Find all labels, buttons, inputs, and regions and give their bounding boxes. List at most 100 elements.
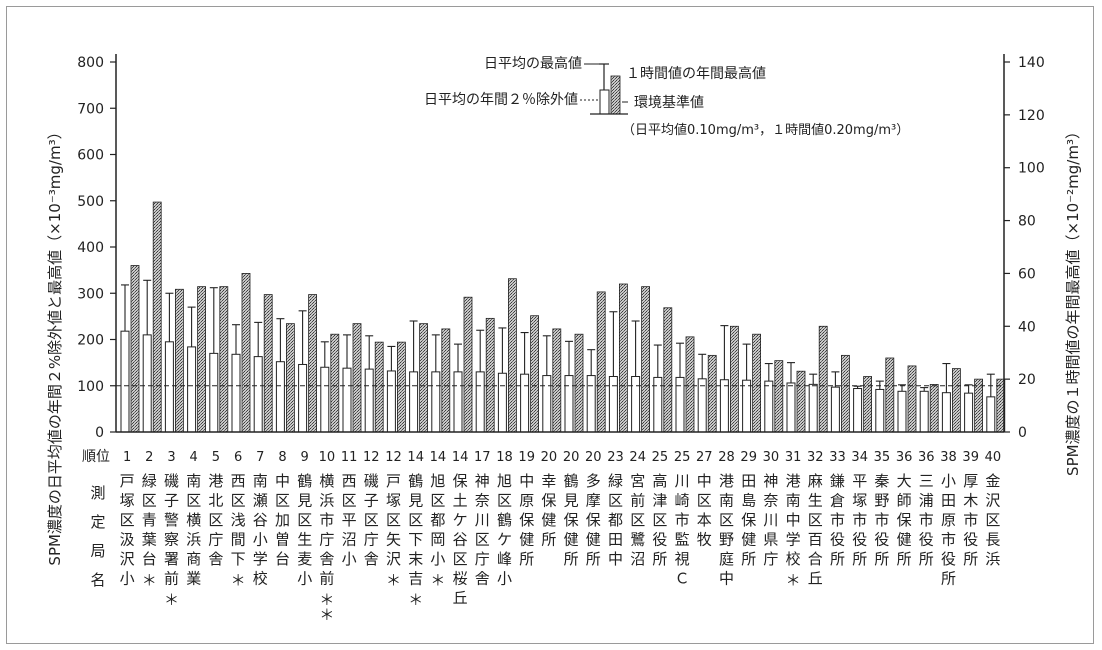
- station-name-char: 丘: [453, 589, 468, 607]
- station-name-char: 所: [541, 531, 556, 549]
- station-name-char: 葉: [142, 531, 157, 549]
- hourly-max-bar: [374, 341, 384, 433]
- left-tick-label: 800: [77, 55, 104, 71]
- station-name-char: 区: [208, 511, 223, 529]
- rank-label: 12: [363, 450, 380, 465]
- p98-bar: [520, 373, 530, 433]
- station-name-char: 区: [808, 511, 823, 529]
- figure-frame: [6, 6, 1094, 644]
- station-name-char: 倉: [830, 492, 845, 510]
- station-name-char: 中: [719, 570, 734, 588]
- station-header-char: 局: [90, 542, 105, 560]
- station-name-char: 役: [652, 531, 667, 549]
- station-name-char: 鶴: [297, 472, 312, 490]
- station-name-char: 平: [852, 472, 867, 490]
- station-name-char: 保: [897, 511, 912, 529]
- station-name-char: 沢: [120, 550, 135, 568]
- right-tick-label: 80: [1018, 214, 1036, 230]
- rank-label: 38: [940, 450, 957, 465]
- station-name-char: 台: [142, 550, 157, 568]
- p98-bar: [586, 375, 596, 433]
- rank-label: 20: [585, 450, 602, 465]
- p98-bar: [631, 376, 641, 433]
- station-name-char: 谷: [453, 531, 468, 549]
- hourly-max-bar: [796, 370, 806, 433]
- station-name-char: 瀬: [253, 492, 268, 510]
- station-name-char: 丘: [808, 570, 823, 588]
- p98-bar: [209, 352, 219, 433]
- left-tick-label: 100: [77, 379, 104, 395]
- p98-bar: [564, 375, 574, 433]
- station-name-char: 庁: [319, 531, 334, 549]
- station-name-char: 小: [497, 570, 512, 588]
- rank-label: 7: [256, 450, 264, 465]
- rank-label: 14: [407, 450, 424, 465]
- hourly-max-bar: [241, 273, 251, 433]
- hourly-max-bar: [441, 328, 451, 433]
- station-name-char: 健: [741, 531, 756, 549]
- station-name-char: 奈: [763, 492, 778, 510]
- hourly-max-bar: [285, 323, 295, 433]
- hourly-max-bar: [685, 336, 695, 433]
- station-name-char: 間: [231, 531, 246, 549]
- station-name-char: 所: [519, 550, 534, 568]
- station-name-char: 岡: [430, 531, 445, 549]
- hourly-max-bar: [552, 328, 562, 433]
- station-name-char: 田: [608, 531, 623, 549]
- station-name-char: 本: [697, 511, 712, 529]
- rank-label: 31: [785, 450, 802, 465]
- station-name-char: 舎: [208, 550, 223, 568]
- station-name-char: 子: [164, 492, 179, 510]
- rank-label: 3: [167, 450, 175, 465]
- station-mark: ＊: [142, 572, 157, 590]
- station-name-char: 保: [519, 511, 534, 529]
- station-name-char: 前: [164, 570, 179, 588]
- station-name-char: 幸: [541, 472, 556, 490]
- rank-label: 9: [301, 450, 309, 465]
- station-name-char: 沼: [342, 531, 357, 549]
- left-tick-label: 200: [77, 333, 104, 349]
- station-name-char: 磯: [164, 472, 179, 490]
- station-name-char: 区: [430, 492, 445, 510]
- rank-label: 27: [696, 450, 713, 465]
- hourly-max-bar: [885, 357, 895, 433]
- p98-bar: [231, 353, 241, 433]
- station-name-char: 小: [120, 570, 135, 588]
- station-name-char: 川: [475, 511, 490, 529]
- right-tick-label: 120: [1018, 108, 1045, 124]
- p98-bar: [786, 382, 796, 433]
- station-name-char: 市: [963, 511, 978, 529]
- station-name-char: 庁: [763, 550, 778, 568]
- station-name-char: 三: [919, 472, 934, 490]
- station-name-char: 区: [364, 511, 379, 529]
- station-name-char: 警: [164, 511, 179, 529]
- station-name-char: 西: [342, 472, 357, 490]
- station-name-char: 業: [186, 570, 201, 588]
- rank-label: 30: [763, 450, 780, 465]
- hourly-max-bar: [818, 325, 828, 433]
- station-name-char: 区: [231, 492, 246, 510]
- hourly-max-bar: [396, 341, 406, 433]
- station-name-char: 野: [874, 492, 889, 510]
- p98-bar: [120, 330, 130, 433]
- station-name-char: 区: [453, 550, 468, 568]
- station-name-char: 横: [186, 511, 201, 529]
- station-name-char: 区: [408, 511, 423, 529]
- station-name-char: 合: [808, 550, 823, 568]
- station-name-char: 保: [541, 492, 556, 510]
- hourly-max-bar: [974, 378, 983, 433]
- station-name-char: 横: [319, 472, 334, 490]
- station-name-char: 区: [342, 492, 357, 510]
- station-name-char: 川: [763, 511, 778, 529]
- p98-bar: [764, 380, 774, 433]
- rank-label: 11: [341, 450, 358, 465]
- station-name-char: 厚: [963, 472, 978, 490]
- right-tick-label: 140: [1018, 55, 1045, 71]
- station-name-char: 役: [941, 550, 956, 568]
- station-name-char: 台: [275, 550, 290, 568]
- station-name-char: 中: [697, 472, 712, 490]
- station-name-char: 秦: [874, 472, 889, 490]
- station-mark: ＊: [786, 572, 801, 590]
- rank-label: 2: [145, 450, 153, 465]
- station-name-char: 区: [186, 492, 201, 510]
